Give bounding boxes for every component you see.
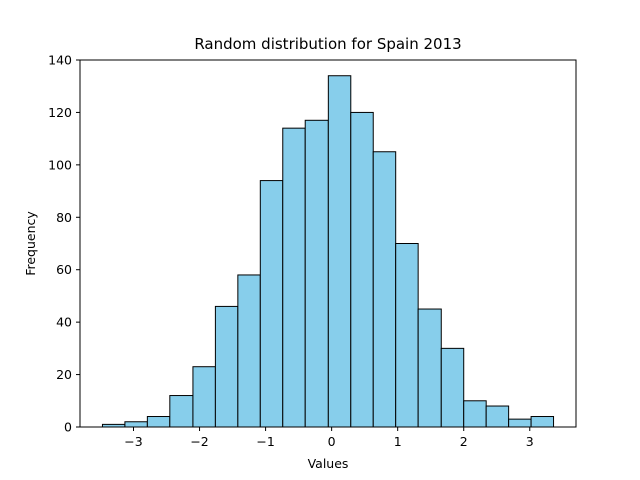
y-tick-label: 40 — [56, 315, 72, 330]
chart-title: Random distribution for Spain 2013 — [194, 35, 461, 53]
x-axis-label: Values — [308, 456, 349, 471]
histogram-bar-12 — [372, 151, 397, 428]
histogram-bar-13 — [395, 243, 419, 428]
y-tick-label: 80 — [56, 210, 72, 225]
x-tick-label: 2 — [460, 434, 468, 449]
histogram-bar-11 — [350, 111, 374, 428]
x-tick-label: 3 — [526, 434, 534, 449]
y-axis-ticks: 0 20 40 60 80 100 120 140 — [48, 53, 80, 435]
y-tick-label: 140 — [48, 53, 72, 68]
y-tick-label: 60 — [56, 262, 72, 277]
y-tick-label: 120 — [48, 105, 72, 120]
histogram-bar-3 — [169, 395, 194, 428]
y-tick-label: 0 — [64, 420, 72, 435]
x-tick-label: −2 — [190, 434, 208, 449]
histogram-bar-9 — [304, 119, 329, 428]
y-tick-label: 20 — [56, 367, 72, 382]
histogram-bar-16 — [463, 400, 487, 428]
y-axis-label: Frequency — [23, 211, 38, 276]
histogram-bar-10 — [327, 75, 352, 428]
histogram-bar-19 — [530, 416, 555, 428]
x-tick-label: 0 — [328, 434, 336, 449]
plot-frame — [79, 59, 577, 428]
x-tick-label: −1 — [256, 434, 274, 449]
histogram-bar-8 — [282, 127, 306, 428]
histogram-bar-7 — [259, 180, 284, 428]
histogram-bar-18 — [508, 418, 532, 428]
histogram-bar-5 — [214, 305, 239, 428]
histogram-bar-1 — [124, 421, 148, 428]
x-axis-ticks: −3 −2 −1 0 1 2 3 — [124, 427, 534, 449]
histogram-bar-14 — [417, 308, 442, 428]
histogram-bar-2 — [146, 416, 171, 428]
y-tick-label: 100 — [48, 157, 72, 172]
histogram-bar-4 — [192, 366, 216, 428]
histogram-bar-17 — [485, 405, 510, 428]
x-tick-label: −3 — [124, 434, 142, 449]
histogram-bar-6 — [237, 274, 261, 428]
histogram-bar-15 — [440, 347, 465, 428]
x-tick-label: 1 — [394, 434, 402, 449]
